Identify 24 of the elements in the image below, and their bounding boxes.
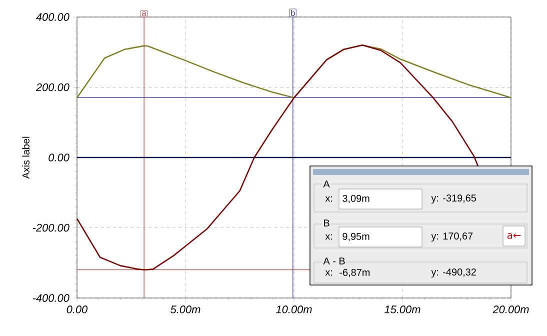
annotation: A: [323, 180, 330, 188]
annotation: x:: [325, 270, 332, 276]
x-tick-label: 15.00m: [384, 306, 420, 314]
annotation: x:: [325, 234, 332, 240]
x-tick-label: 20.00m: [492, 306, 529, 314]
x-tick-label: 0.00: [66, 306, 88, 314]
y-axis-title: Axis label: [22, 136, 30, 179]
y-tick-label: 0.00: [48, 154, 70, 162]
x-tick-label: 5.00m: [170, 306, 200, 314]
annotation: -6,87m: [340, 268, 370, 278]
annotation: 3,09m: [342, 194, 370, 204]
annotation: a←: [507, 233, 521, 239]
annotation: y: 170,67: [431, 232, 473, 242]
annotation: x:: [325, 196, 332, 202]
y-tick-label: -200.00: [32, 224, 70, 232]
annotation: A - B: [323, 258, 345, 264]
y-tick-label: -400.00: [32, 294, 70, 302]
x-tick-label: 10.00m: [276, 306, 312, 314]
annotation: 9,95m: [342, 232, 370, 242]
annotation: y: -319,65: [431, 194, 476, 204]
annotation: B: [324, 220, 330, 226]
annotation: y: -490,32: [431, 268, 476, 278]
y-tick-label: 200.00: [36, 83, 70, 92]
y-tick-label: 400.00: [36, 13, 70, 21]
